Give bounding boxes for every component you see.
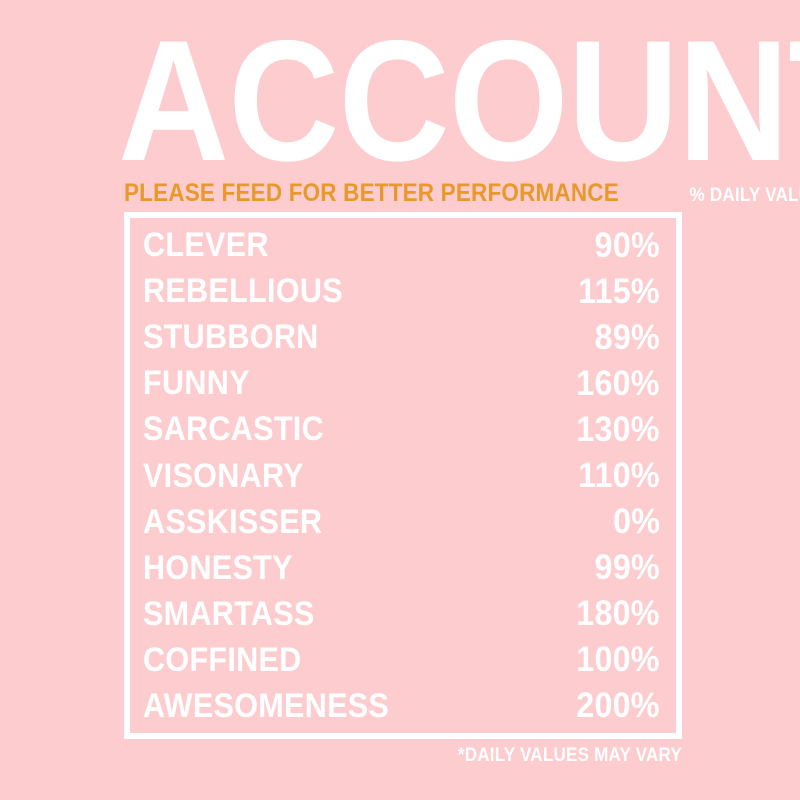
fact-value: 115% — [578, 271, 660, 311]
footnote: *DAILY VALUES MAY VARY — [457, 745, 682, 766]
fact-label: HONESTY — [143, 548, 293, 587]
fact-value: 180% — [576, 594, 660, 634]
fact-label: COFFINED — [143, 640, 302, 679]
fact-label: CLEVER — [143, 226, 269, 265]
fact-row: HONESTY 99% — [143, 545, 660, 591]
poster-subtitle: PLEASE FEED FOR BETTER PERFORMANCE — [124, 179, 619, 207]
fact-value: 200% — [576, 686, 660, 726]
fact-row: VISONARY 110% — [143, 452, 660, 498]
fact-label: REBELLIOUS — [143, 272, 343, 311]
fact-label: FUNNY — [143, 364, 250, 403]
fact-label: STUBBORN — [143, 318, 319, 357]
fact-value: 99% — [594, 548, 660, 588]
fact-row: STUBBORN 89% — [143, 314, 660, 360]
fact-label: VISONARY — [143, 456, 304, 495]
daily-value-column-header: % DAILY VALUE* — [689, 185, 800, 206]
fact-label: ASSKISSER — [143, 502, 323, 541]
fact-label: SMARTASS — [143, 594, 315, 633]
fact-value: 0% — [612, 502, 660, 542]
fact-row: CLEVER 90% — [143, 222, 660, 268]
fact-label: AWESOMENESS — [143, 686, 390, 725]
fact-row: REBELLIOUS 115% — [143, 268, 660, 314]
subtitle-row: PLEASE FEED FOR BETTER PERFORMANCE % DAI… — [124, 179, 800, 207]
fact-row: SMARTASS 180% — [143, 591, 660, 637]
fact-value: 130% — [576, 409, 660, 449]
fact-row: ASSKISSER 0% — [143, 499, 660, 545]
fact-row: COFFINED 100% — [143, 637, 660, 683]
fact-row: SARCASTIC 130% — [143, 406, 660, 452]
fact-row: FUNNY 160% — [143, 360, 660, 406]
fact-value: 90% — [594, 225, 660, 265]
fact-value: 110% — [578, 456, 660, 496]
page-title: ACCOUNTANT — [118, 5, 800, 197]
fact-value: 160% — [576, 363, 660, 403]
fact-value: 89% — [594, 317, 660, 357]
nutrition-facts-box: CLEVER 90% REBELLIOUS 115% STUBBORN 89% FUNNY 1… — [124, 212, 682, 739]
fact-row: AWESOMENESS 200% — [143, 683, 660, 729]
fact-label: SARCASTIC — [143, 410, 324, 449]
fact-value: 100% — [576, 640, 660, 680]
